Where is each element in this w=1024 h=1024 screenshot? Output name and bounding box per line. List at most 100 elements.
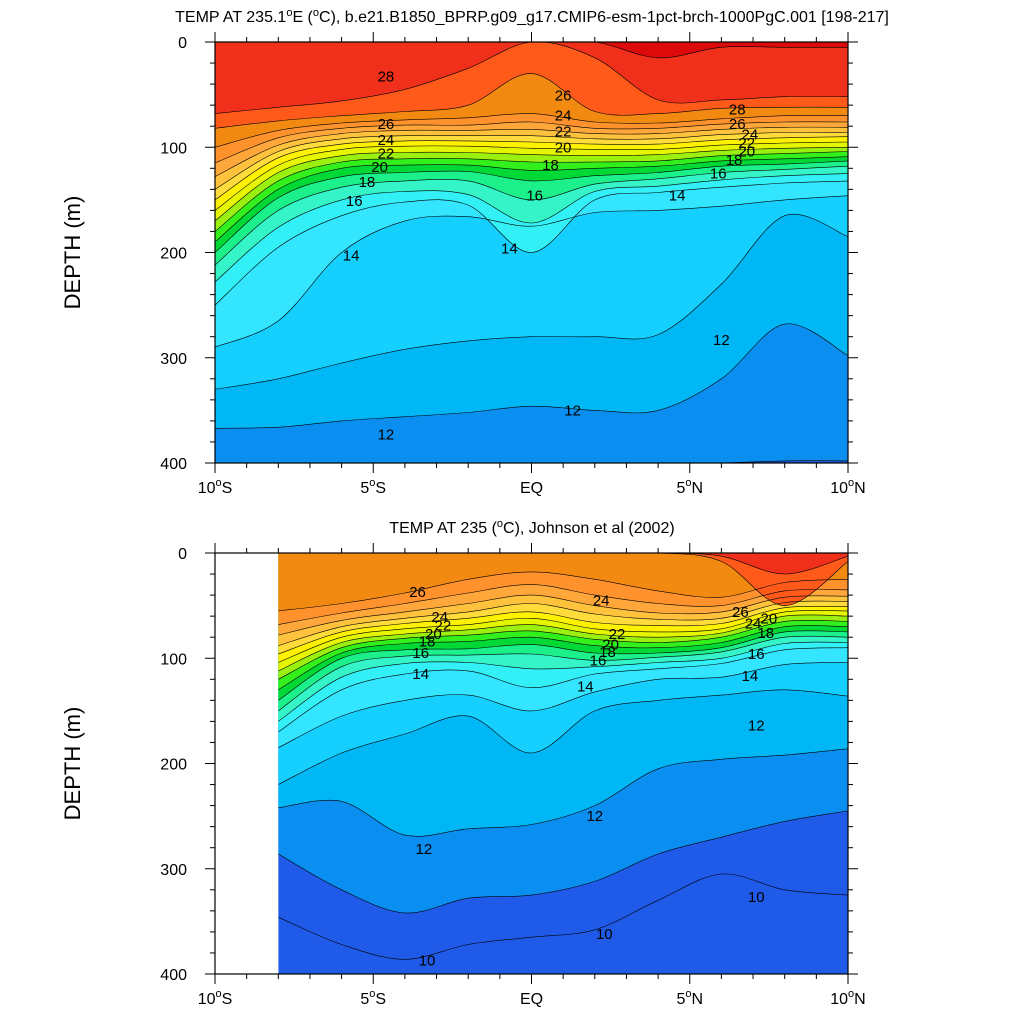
isotherm-line-11 bbox=[215, 323, 848, 429]
isotherm-line-26 bbox=[278, 571, 848, 612]
contour-label: 10 bbox=[419, 952, 436, 969]
x-tick-label: EQ bbox=[520, 480, 543, 497]
contour-label: 10 bbox=[596, 926, 613, 943]
isotherm-line-26 bbox=[215, 113, 848, 148]
isotherm-line-14 bbox=[278, 647, 848, 733]
contour-label: 12 bbox=[378, 427, 395, 444]
contour-label: 18 bbox=[599, 644, 616, 661]
isotherm-line-13 bbox=[215, 195, 848, 348]
contour-label: 12 bbox=[713, 332, 730, 349]
contour-label: 10 bbox=[748, 889, 765, 906]
contour-label: 20 bbox=[738, 143, 755, 160]
isotherm-line-28 bbox=[278, 553, 848, 575]
contour-label: 12 bbox=[748, 718, 765, 735]
x-tick-label: 10oS bbox=[198, 988, 233, 1008]
y-tick-label: 400 bbox=[160, 967, 187, 984]
contour-label: 18 bbox=[726, 152, 743, 169]
contour-label: 22 bbox=[435, 618, 452, 635]
contour-label: 20 bbox=[555, 139, 572, 156]
contour-label: 18 bbox=[359, 174, 376, 191]
y-tick-label: 200 bbox=[160, 757, 187, 774]
contour-label: 16 bbox=[590, 652, 607, 669]
contour-label: 12 bbox=[416, 841, 433, 858]
chart-title: TEMP AT 235.1oE (oC), b.e21.B1850_BPRP.g… bbox=[175, 7, 889, 26]
contour-label: 16 bbox=[526, 188, 543, 205]
contour-label: 16 bbox=[748, 646, 765, 663]
chart-title: TEMP AT 235 (oC), Johnson et al (2002) bbox=[389, 518, 674, 537]
contour-label: 20 bbox=[761, 610, 778, 627]
contour-label: 14 bbox=[501, 240, 518, 257]
y-tick-label: 0 bbox=[178, 35, 187, 52]
contour-label: 22 bbox=[738, 135, 755, 152]
isotherm-line-27 bbox=[278, 553, 848, 606]
contour-band-29 bbox=[215, 42, 848, 58]
isotherm-line-23 bbox=[215, 132, 848, 190]
contour-label: 26 bbox=[378, 116, 395, 133]
contour-label: 18 bbox=[757, 625, 774, 642]
isotherm-line-17 bbox=[215, 160, 848, 253]
contour-label: 18 bbox=[419, 633, 436, 650]
x-tick-label: 5oN bbox=[676, 988, 703, 1008]
isotherm-line-19 bbox=[278, 619, 848, 680]
contour-label: 22 bbox=[378, 146, 395, 163]
isotherm-line-19 bbox=[215, 151, 848, 232]
contour-label: 14 bbox=[343, 248, 360, 265]
isotherm-line-18 bbox=[215, 156, 848, 243]
isotherm-line-9 bbox=[278, 873, 848, 960]
y-tick-label: 200 bbox=[160, 246, 187, 263]
contour-label: 22 bbox=[609, 626, 626, 643]
isotherm-line-24 bbox=[215, 126, 848, 177]
y-tick-label: 400 bbox=[160, 456, 187, 473]
contour-label: 12 bbox=[586, 808, 603, 825]
isotherm-line-11 bbox=[278, 748, 848, 837]
contour-band-28 bbox=[215, 42, 848, 114]
isotherm-line-12 bbox=[278, 689, 848, 785]
isotherm-line-22 bbox=[278, 605, 848, 655]
isotherm-line-14 bbox=[215, 180, 848, 306]
contour-label: 20 bbox=[425, 626, 442, 643]
y-tick-label: 100 bbox=[160, 140, 187, 157]
isotherm-line-29 bbox=[215, 42, 848, 59]
contour-band-26 bbox=[278, 553, 848, 611]
contour-label: 14 bbox=[412, 666, 429, 683]
y-tick-label: 0 bbox=[178, 546, 187, 563]
y-axis-label: DEPTH (m) bbox=[60, 196, 85, 310]
contour-label: 14 bbox=[577, 679, 594, 696]
contour-label: 26 bbox=[555, 88, 572, 105]
contour-label: 20 bbox=[602, 637, 619, 654]
x-tick-label: 10oS bbox=[198, 477, 233, 497]
contour-label: 24 bbox=[742, 127, 759, 144]
x-tick-label: 5oS bbox=[360, 477, 386, 497]
isotherm-line-21 bbox=[215, 141, 848, 211]
isotherm-line-17 bbox=[278, 630, 848, 701]
isotherm-line-20 bbox=[215, 147, 848, 222]
isotherm-line-16 bbox=[215, 165, 848, 266]
y-tick-label: 300 bbox=[160, 862, 187, 879]
isotherm-line-20 bbox=[278, 614, 848, 672]
isotherm-line-10 bbox=[278, 810, 848, 914]
isotherm-line-21 bbox=[278, 610, 848, 663]
contour-label: 16 bbox=[710, 166, 727, 183]
isotherm-line-24 bbox=[278, 594, 848, 636]
contour-label: 24 bbox=[378, 132, 395, 149]
contour-label: 18 bbox=[542, 157, 559, 174]
isotherm-line-27 bbox=[215, 73, 848, 129]
contour-label: 22 bbox=[555, 123, 572, 140]
contour-label: 14 bbox=[742, 668, 759, 685]
isotherm-line-25 bbox=[215, 121, 848, 164]
contour-label: 26 bbox=[409, 584, 426, 601]
isotherm-line-12 bbox=[215, 213, 848, 390]
isotherm-line-15 bbox=[215, 173, 848, 283]
isotherm-line-15 bbox=[278, 641, 848, 722]
contour-label: 26 bbox=[729, 116, 746, 133]
x-tick-label: 10oN bbox=[830, 988, 865, 1008]
contour-label: 20 bbox=[371, 159, 388, 176]
contour-label: 16 bbox=[346, 193, 363, 210]
contour-label: 14 bbox=[669, 188, 686, 205]
x-tick-label: 5oS bbox=[360, 988, 386, 1008]
